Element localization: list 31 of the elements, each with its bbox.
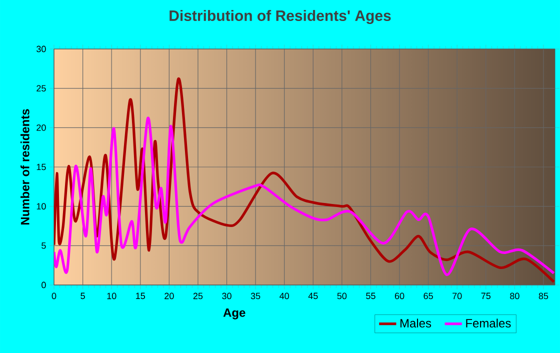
- x-tick-label: 50: [337, 292, 347, 300]
- y-tick-label: 30: [36, 46, 46, 52]
- x-tick-label: 5: [80, 292, 85, 300]
- x-tick-label: 55: [366, 292, 376, 300]
- line-series: [54, 116, 555, 276]
- x-tick-label: 80: [510, 292, 520, 300]
- x-tick-label: 20: [164, 292, 174, 300]
- x-tick-label: 40: [280, 292, 289, 300]
- y-axis-title: Number of residents: [20, 109, 30, 225]
- x-tick-label: 60: [394, 292, 404, 300]
- x-tick-label: 70: [452, 292, 462, 300]
- x-tick-label: 10: [107, 292, 116, 300]
- y-tick-label: 15: [36, 164, 46, 170]
- y-tick-label: 5: [42, 242, 46, 249]
- y-tick-label: 25: [36, 85, 46, 92]
- y-tick-label: 10: [36, 203, 46, 210]
- x-axis-title: Age: [223, 308, 246, 320]
- legend-label: Males: [400, 318, 432, 328]
- y-tick-label: 0: [42, 282, 46, 288]
- y-tick-label: 20: [36, 124, 46, 131]
- x-tick-label: 65: [424, 292, 433, 300]
- legend-label: Females: [466, 318, 511, 328]
- x-tick-label: 85: [538, 292, 548, 300]
- x-tick-label: 35: [250, 292, 260, 300]
- x-tick-label: 15: [136, 292, 146, 300]
- chart-title: Distribution of Residents' Ages: [170, 10, 391, 24]
- x-tick-label: 75: [481, 292, 491, 300]
- x-tick-label: 30: [222, 292, 232, 300]
- x-tick-label: 45: [308, 292, 318, 300]
- x-tick-label: 0: [52, 292, 56, 300]
- x-tick-label: 25: [193, 292, 203, 300]
